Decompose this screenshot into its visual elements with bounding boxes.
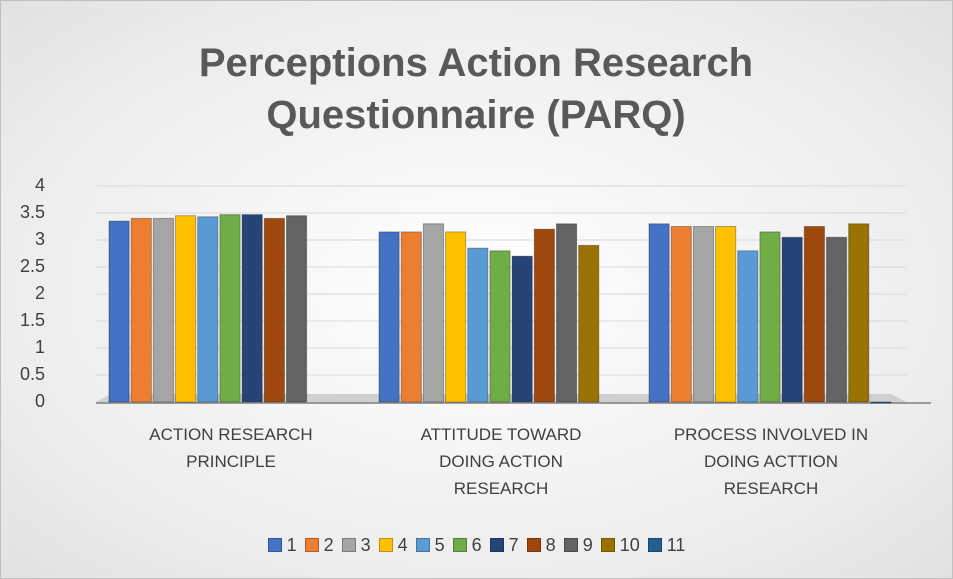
- legend-swatch: [452, 538, 467, 552]
- legend-item: 11: [647, 535, 686, 556]
- legend-label: 8: [545, 535, 556, 555]
- y-tick-label: 2.5: [20, 256, 45, 276]
- bar: [737, 250, 759, 403]
- x-tick-label: ATTITUDE TOWARD DOING ACTION RESEARCH: [420, 425, 582, 498]
- legend-label: 4: [397, 535, 408, 555]
- legend-item: 1: [267, 535, 297, 556]
- x-tick-label: PROCESS INVOLVED IN DOING ACTTION RESEAR…: [673, 425, 869, 498]
- y-tick-label: 3.5: [20, 202, 45, 222]
- bar: [263, 217, 285, 403]
- bar: [445, 231, 467, 403]
- legend-label: 3: [360, 535, 371, 555]
- bar: [422, 223, 445, 403]
- y-tick-label: 4: [35, 175, 45, 195]
- bar: [533, 228, 555, 403]
- bar: [692, 226, 715, 403]
- y-tick-label: 0.5: [20, 364, 45, 384]
- legend-label: 2: [323, 535, 334, 555]
- bar: [241, 214, 263, 403]
- bar: [219, 214, 241, 403]
- bar: [378, 231, 400, 403]
- bar: [578, 244, 600, 403]
- legend-swatch: [341, 538, 356, 552]
- bar: [715, 226, 737, 403]
- bar: [108, 220, 130, 403]
- legend-label: 9: [582, 535, 593, 555]
- y-tick-label: 1: [35, 337, 45, 357]
- bar: [285, 215, 308, 403]
- bar: [175, 215, 197, 403]
- legend: 1 2 3 4 5 6 7 8 9 10 11: [1, 535, 952, 556]
- legend-item: 7: [489, 535, 519, 556]
- bar: [130, 217, 152, 403]
- bar: [511, 255, 533, 403]
- bar: [400, 231, 422, 403]
- bar: [781, 236, 803, 403]
- bar: [555, 223, 578, 403]
- legend-item: 3: [341, 535, 371, 556]
- y-tick-label: 3: [35, 229, 45, 249]
- bar: [197, 216, 219, 403]
- legend-swatch: [526, 538, 541, 552]
- legend-label: 6: [471, 535, 482, 555]
- y-tick-label: 0: [35, 391, 45, 411]
- legend-label: 5: [434, 535, 445, 555]
- legend-swatch: [415, 538, 430, 552]
- legend-item: 6: [452, 535, 482, 556]
- bar: [759, 231, 781, 403]
- legend-swatch: [489, 538, 504, 552]
- legend-label: 1: [286, 535, 297, 555]
- bar: [825, 236, 848, 403]
- legend-label: 10: [619, 535, 640, 555]
- legend-swatch: [267, 538, 282, 552]
- legend-swatch: [600, 538, 615, 552]
- legend-item: 9: [563, 535, 593, 556]
- legend-swatch: [563, 538, 578, 552]
- legend-item: 10: [600, 535, 640, 556]
- legend-label: 7: [508, 535, 519, 555]
- legend-item: 8: [526, 535, 556, 556]
- legend-swatch: [647, 538, 662, 552]
- y-tick-label: 2: [35, 283, 45, 303]
- legend-item: 5: [415, 535, 445, 556]
- bar: [489, 250, 511, 403]
- legend-label: 11: [666, 535, 686, 555]
- bar: [870, 401, 892, 404]
- x-tick-label: ACTION RESEARCH PRINCIPLE: [149, 425, 313, 471]
- chart-title: Perceptions Action Research Questionnair…: [198, 41, 754, 137]
- legend-item: 4: [378, 535, 408, 556]
- bar: [467, 247, 489, 403]
- bar: [848, 223, 870, 403]
- y-tick-label: 1.5: [20, 310, 45, 330]
- bar: [648, 223, 670, 403]
- bar: [670, 226, 692, 403]
- bar: [803, 226, 825, 403]
- legend-swatch: [378, 538, 393, 552]
- legend-swatch: [304, 538, 319, 552]
- bar: [152, 217, 175, 403]
- legend-item: 2: [304, 535, 334, 556]
